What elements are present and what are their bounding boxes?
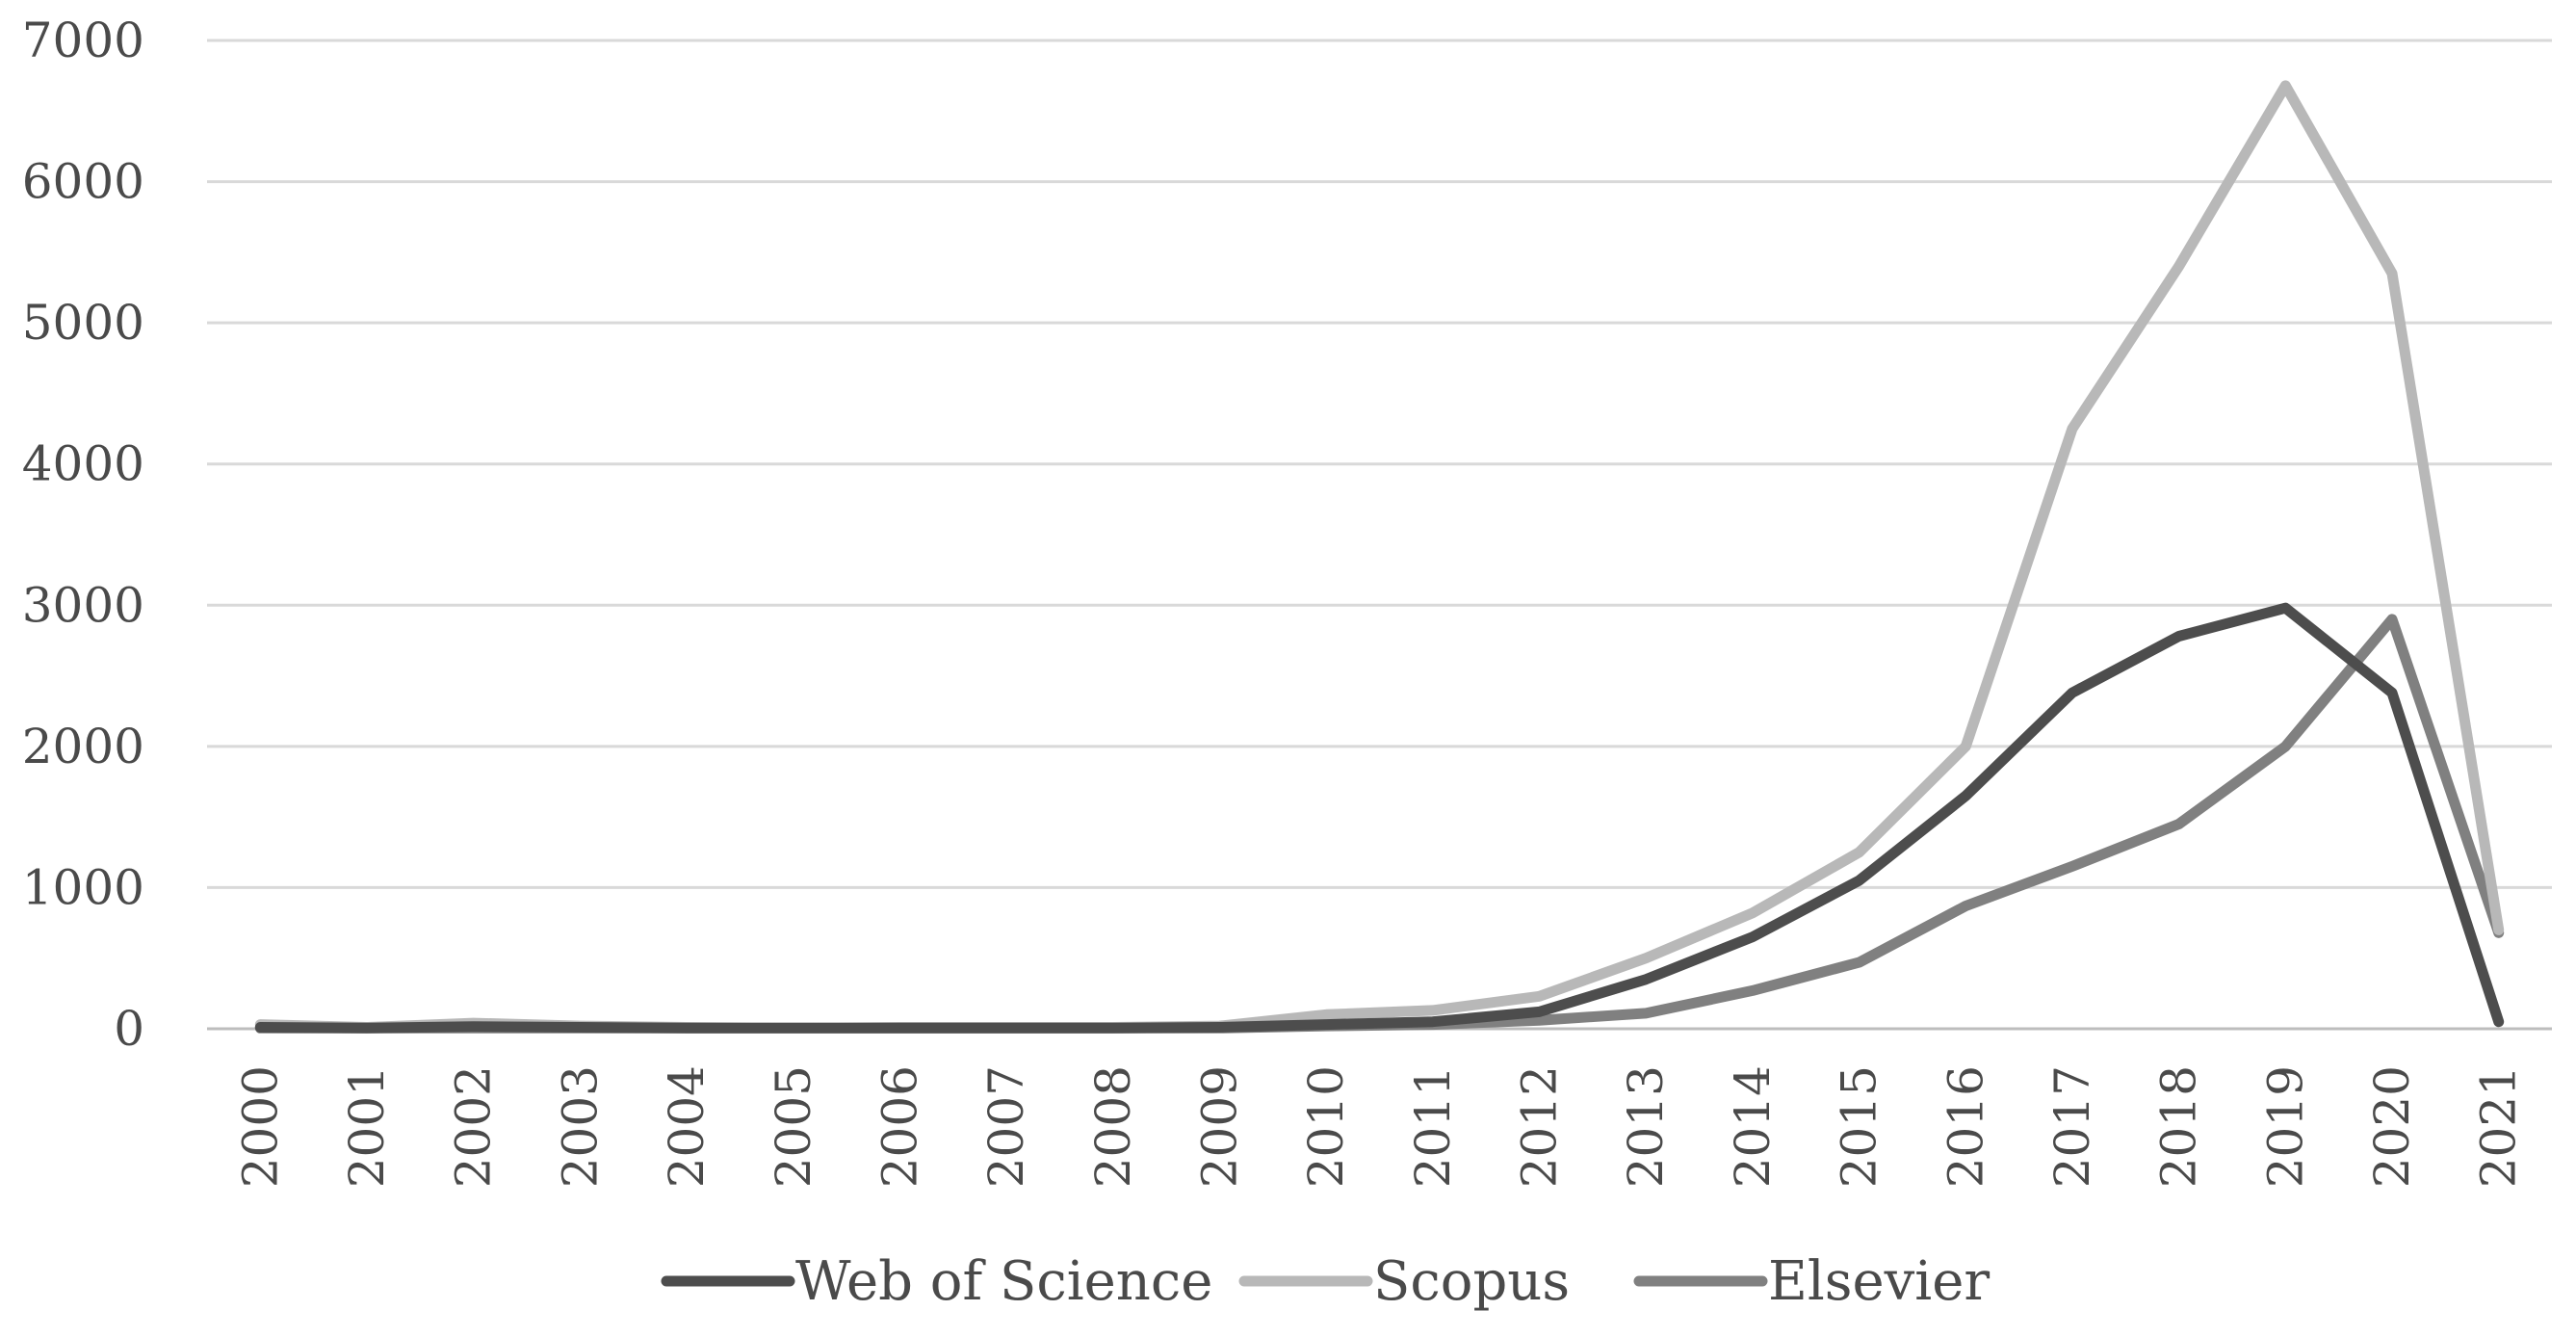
x-tick-label: 2007 [978, 1065, 1034, 1188]
y-tick-label: 6000 [22, 154, 144, 210]
y-axis: 0 1000 2000 3000 4000 5000 6000 7000 [22, 13, 144, 1057]
line-web-of-science [254, 602, 2505, 1034]
legend: Web of Science Scopus Elsevier [661, 1250, 1990, 1313]
series-web-of-science [254, 602, 2505, 1034]
x-tick-label: 2003 [552, 1065, 608, 1188]
x-tick-label: 2015 [1832, 1065, 1887, 1188]
x-tick-label: 2017 [2044, 1065, 2100, 1188]
x-tick-label: 2008 [1085, 1065, 1141, 1188]
x-tick-label: 2014 [1725, 1065, 1781, 1188]
x-tick-label: 2009 [1191, 1065, 1247, 1188]
x-tick-label: 2001 [339, 1065, 395, 1188]
y-tick-label: 0 [114, 1001, 144, 1057]
x-tick-label: 2021 [2471, 1065, 2527, 1188]
x-tick-label: 2012 [1512, 1065, 1568, 1188]
x-tick-label: 2013 [1618, 1065, 1674, 1188]
series-lines [254, 80, 2505, 1034]
y-tick-label: 2000 [22, 719, 144, 774]
x-tick-label: 2002 [446, 1065, 502, 1188]
x-tick-label: 2006 [872, 1065, 927, 1188]
x-tick-label: 2018 [2151, 1065, 2207, 1188]
x-tick-label: 2005 [766, 1065, 821, 1188]
legend-label: Elsevier [1768, 1250, 1990, 1313]
legend-label: Web of Science [795, 1250, 1212, 1313]
x-tick-label: 2010 [1298, 1065, 1354, 1188]
x-tick-label: 2020 [2364, 1065, 2420, 1188]
series-elsevier [254, 614, 2505, 1034]
y-tick-label: 7000 [22, 13, 144, 68]
legend-item-scopus: Scopus [1238, 1250, 1570, 1313]
y-tick-label: 4000 [22, 436, 144, 492]
legend-item-elsevier: Elsevier [1633, 1250, 1990, 1313]
x-tick-label: 2000 [232, 1065, 288, 1188]
x-axis: 2000 2001 2002 2003 2004 2005 2006 2007 2008 2009… [232, 1065, 2526, 1188]
gridlines [207, 39, 2552, 1031]
legend-item-web-of-science: Web of Science [661, 1250, 1212, 1313]
y-tick-label: 1000 [22, 859, 144, 915]
y-tick-label: 3000 [22, 577, 144, 633]
line-elsevier [254, 614, 2505, 1034]
x-tick-label: 2004 [659, 1065, 715, 1188]
x-tick-label: 2011 [1405, 1065, 1461, 1188]
legend-label: Scopus [1373, 1250, 1570, 1313]
x-tick-label: 2016 [1938, 1065, 1993, 1188]
x-tick-label: 2019 [2257, 1065, 2313, 1188]
y-tick-label: 5000 [22, 295, 144, 351]
